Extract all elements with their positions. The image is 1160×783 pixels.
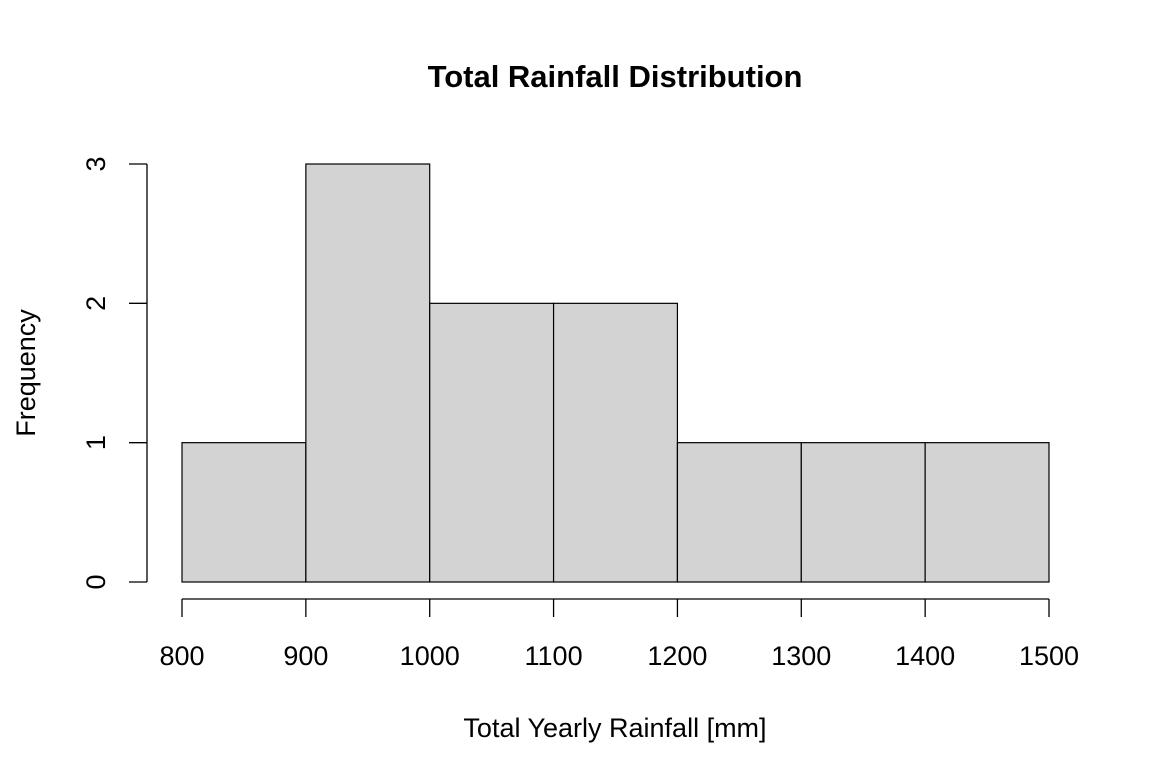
- y-tick-label: 0: [81, 574, 111, 589]
- x-tick-label: 800: [159, 641, 204, 671]
- histogram-bar-1100-1200: [552, 302, 679, 583]
- histogram-bar-1300-1400: [800, 442, 926, 583]
- y-axis-label: Frequency: [11, 309, 41, 437]
- x-tick-label: 1000: [400, 641, 460, 671]
- histogram-bar-1200-1300: [676, 442, 802, 583]
- x-tick-label: 1500: [1019, 641, 1079, 671]
- y-tick-label: 3: [81, 156, 111, 171]
- y-tick-label: 2: [81, 296, 111, 311]
- histogram-bar-1400-1500: [924, 442, 1050, 583]
- x-tick-label: 900: [283, 641, 328, 671]
- y-tick-label: 1: [81, 435, 111, 450]
- chart-title: Total Rainfall Distribution: [428, 59, 803, 94]
- x-tick-label: 1400: [895, 641, 955, 671]
- histogram-bar-900-1000: [305, 163, 431, 583]
- x-axis-label: Total Yearly Rainfall [mm]: [463, 713, 766, 743]
- x-tick-label: 1100: [525, 641, 583, 671]
- x-axis: 800 900 1000 1100 1200 1300 1400 1500: [159, 598, 1079, 671]
- x-tick-label: 1200: [647, 641, 707, 671]
- x-tick-label: 1300: [771, 641, 831, 671]
- histogram-bar-1000-1100: [429, 302, 555, 583]
- histogram-bar-800-900: [181, 442, 307, 583]
- bars-layer: [181, 163, 1050, 583]
- y-axis: 0 1 2 3: [81, 156, 148, 590]
